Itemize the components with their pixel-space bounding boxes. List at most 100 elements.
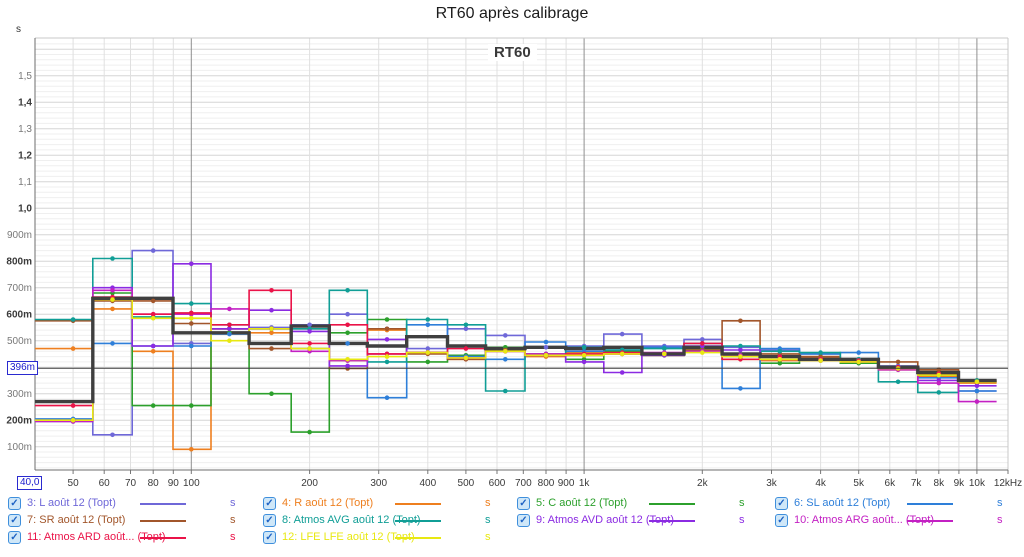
legend-item: ✓ 12: LFE LFE août 12 (Topt) s (263, 531, 511, 546)
legend-label: 12: LFE LFE août 12 (Topt) (282, 531, 415, 543)
data-point-marker (543, 339, 549, 345)
x-tick-label: 700 (515, 478, 532, 489)
legend-checkbox[interactable]: ✓ (8, 531, 21, 544)
x-tick-label: 10k (969, 478, 986, 489)
data-point-marker (189, 447, 194, 452)
legend-line-swatch (907, 520, 953, 522)
data-point-marker (503, 333, 508, 338)
data-point-marker (425, 350, 431, 355)
y-tick-label: 100m (7, 442, 32, 453)
y-tick-label: 1,2 (18, 151, 32, 162)
data-point-marker (425, 359, 431, 365)
legend-line-swatch (140, 537, 186, 539)
y-tick-label: 500m (7, 336, 32, 347)
y-tick-label: 700m (7, 283, 32, 294)
x-tick-label: 2k (697, 478, 709, 489)
legend-unit-label: s (230, 531, 236, 543)
data-point-marker (974, 383, 980, 389)
legend-line-swatch (395, 537, 441, 539)
x-tick-label: 300 (370, 478, 387, 489)
data-point-marker (307, 346, 312, 351)
data-point-marker (189, 310, 194, 316)
data-point-marker (974, 399, 980, 404)
x-tick-label: 200 (301, 478, 318, 489)
series-line (35, 298, 997, 421)
legend-checkbox[interactable]: ✓ (263, 514, 276, 527)
data-point-marker (70, 417, 76, 423)
x-tick-label: 1k (579, 478, 591, 489)
rt60-chart[interactable]: 1,5 1,4 1,3 1,2 1,1 1,0 900m 800m 700m 600m 500m 30… (0, 0, 1024, 494)
data-point-marker (384, 395, 390, 401)
data-point-marker (777, 349, 783, 354)
legend-checkbox[interactable]: ✓ (517, 497, 530, 510)
data-point-marker (619, 351, 625, 357)
legend-checkbox[interactable]: ✓ (8, 514, 21, 527)
data-point-marker (345, 311, 350, 317)
x-tick-label: 100 (183, 478, 200, 489)
legend-label: 9: Atmos AVD août 12 (Topt) (536, 514, 674, 526)
data-point-marker (936, 372, 942, 378)
legend-line-swatch (649, 520, 695, 522)
y-cursor-readout[interactable]: 396m (7, 361, 39, 375)
x-tick-label: 7k (911, 478, 923, 489)
y-tick-label: 800m (6, 257, 32, 268)
data-point-marker (503, 357, 508, 362)
data-point-marker (269, 307, 274, 313)
x-tick-label: 70 (125, 478, 137, 489)
x-tick-label: 600 (489, 478, 506, 489)
x-tick-label: 80 (148, 478, 160, 489)
x-cursor-readout[interactable]: 40,0 (17, 476, 43, 490)
data-point-marker (345, 357, 350, 362)
legend-unit-label: s (230, 497, 236, 509)
y-tick-label: 1,0 (18, 204, 32, 215)
series-line (35, 289, 997, 423)
highlighted-series-line (35, 296, 997, 404)
data-point-marker (307, 329, 312, 334)
data-point-marker (150, 349, 156, 354)
legend-label: 5: C août 12 (Topt) (536, 497, 628, 509)
data-point-marker (110, 297, 115, 302)
legend-checkbox[interactable]: ✓ (775, 497, 788, 510)
x-tick-label: 9k (954, 478, 966, 489)
data-point-marker (110, 256, 115, 261)
data-point-marker (543, 353, 549, 358)
data-point-marker (974, 388, 980, 394)
data-point-marker (777, 357, 783, 362)
data-point-marker (856, 359, 861, 365)
legend-item: ✓ 10: Atmos ARG août... (Topt) s (775, 514, 1023, 529)
x-tick-label: 500 (458, 478, 475, 489)
x-tick-label: 5k (853, 478, 865, 489)
data-point-marker (269, 330, 274, 336)
data-point-marker (700, 350, 705, 355)
data-point-marker (269, 326, 274, 332)
legend-checkbox[interactable]: ✓ (263, 531, 276, 544)
data-point-marker (345, 330, 350, 336)
data-point-marker (581, 353, 587, 358)
series-line (35, 249, 997, 436)
data-point-marker (269, 346, 274, 351)
legend-checkbox[interactable]: ✓ (8, 497, 21, 510)
data-point-marker (425, 322, 431, 328)
data-point-marker (581, 345, 587, 350)
data-point-marker (189, 403, 194, 408)
legend-checkbox[interactable]: ✓ (517, 514, 530, 527)
data-point-marker (345, 288, 350, 293)
legend-line-swatch (140, 503, 186, 505)
data-point-marker (150, 248, 156, 253)
x-tick-label: 50 (68, 478, 80, 489)
legend-checkbox[interactable]: ✓ (775, 514, 788, 527)
y-tick-label: 1,4 (18, 98, 32, 109)
legend-label: 6: SL août 12 (Topt) (794, 497, 891, 509)
legend-label: 8: Atmos AVG août 12 (Topt) (282, 514, 421, 526)
x-tick-label: 400 (419, 478, 436, 489)
legend-line-swatch (395, 520, 441, 522)
legend-item: ✓ 8: Atmos AVG août 12 (Topt) s (263, 514, 511, 529)
data-point-marker (463, 326, 469, 332)
data-point-marker (70, 317, 76, 322)
data-point-marker (345, 341, 350, 346)
legend-checkbox[interactable]: ✓ (263, 497, 276, 510)
y-tick-label: 200m (6, 416, 32, 427)
data-point-marker (189, 261, 194, 267)
legend-item: ✓ 5: C août 12 (Topt) s (517, 497, 765, 512)
legend-unit-label: s (485, 497, 491, 509)
